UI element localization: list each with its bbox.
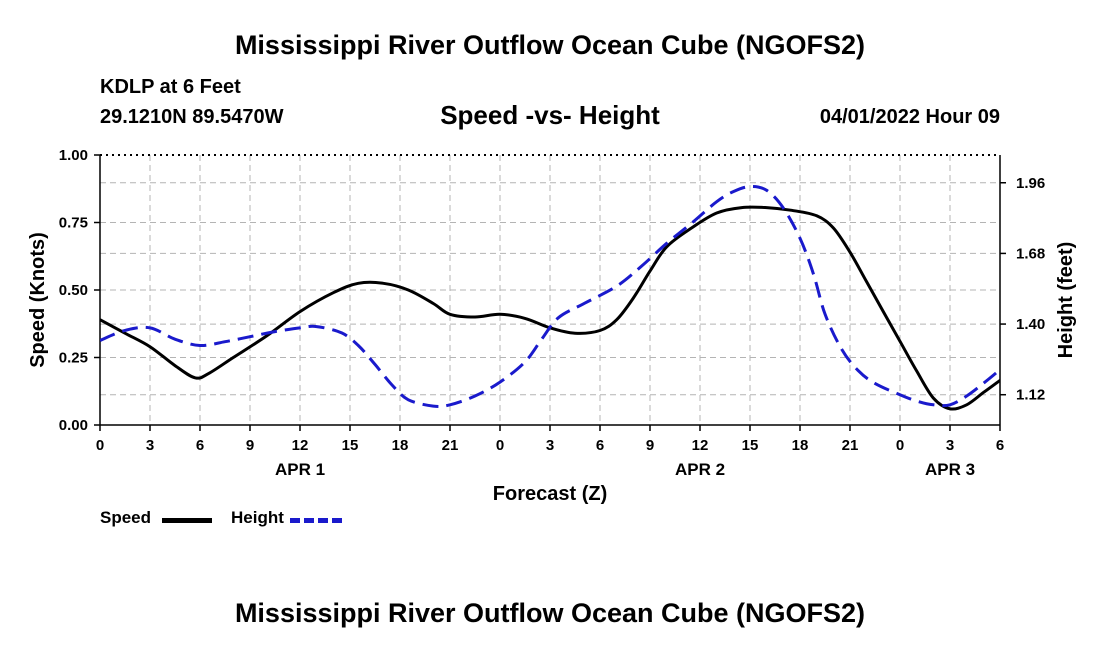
x-tick-label-9: 3 [546,437,554,454]
x-tick-label-18: 6 [996,437,1004,454]
y-tick-label-3: 0.75 [59,215,88,232]
y2-axis-title: Height (feet) [1055,242,1077,359]
legend-speed-swatch [162,518,212,523]
x-tick-label-10: 6 [596,437,604,454]
series-line-speed [100,205,1000,411]
x-tick-label-17: 3 [946,437,954,454]
y-tick-label-2: 0.50 [59,282,88,299]
legend-height-swatch [290,518,342,523]
y2-tick-label-1: 1.40 [1016,316,1045,333]
x-tick-label-3: 9 [246,437,254,454]
x-tick-label-4: 12 [292,437,309,454]
x-tick-label-14: 18 [792,437,809,454]
chart-title-repeat: Mississippi River Outflow Ocean Cube (NG… [234,598,866,628]
series-line-height [100,184,1000,408]
chart-subtitle: Speed -vs- Height [440,100,660,130]
datetime-label: 04/01/2022 Hour 09 [819,106,1000,128]
day-label-1: APR 2 [675,460,725,479]
y-tick-label-0: 0.00 [59,417,88,434]
x-tick-label-7: 21 [442,437,459,454]
x-tick-label-6: 18 [392,437,409,454]
x-tick-label-15: 21 [842,437,859,454]
x-tick-label-8: 0 [496,437,504,454]
x-tick-label-16: 0 [896,437,904,454]
x-tick-label-2: 6 [196,437,204,454]
x-tick-label-1: 3 [146,437,154,454]
x-tick-label-11: 9 [646,437,654,454]
y-axis-title: Speed (Knots) [27,232,49,368]
y2-tick-label-0: 1.12 [1016,387,1045,404]
x-tick-label-12: 12 [692,437,709,454]
x-axis-title: Forecast (Z) [493,483,607,505]
legend-speed-label: Speed [100,508,152,527]
legend-height-label: Height [231,508,284,527]
day-label-2: APR 3 [925,460,975,479]
y2-tick-label-2: 1.68 [1016,245,1045,262]
chart-title: Mississippi River Outflow Ocean Cube (NG… [234,30,866,60]
day-label-0: APR 1 [275,460,325,479]
x-tick-label-13: 15 [742,437,759,454]
x-tick-label-0: 0 [96,437,104,454]
y2-tick-label-3: 1.96 [1016,175,1045,192]
coordinates-label: 29.1210N 89.5470W [100,106,284,128]
station-label: KDLP at 6 Feet [100,76,241,98]
y-tick-label-1: 0.25 [59,350,88,367]
x-tick-label-5: 15 [342,437,359,454]
y-tick-label-4: 1.00 [59,147,88,164]
